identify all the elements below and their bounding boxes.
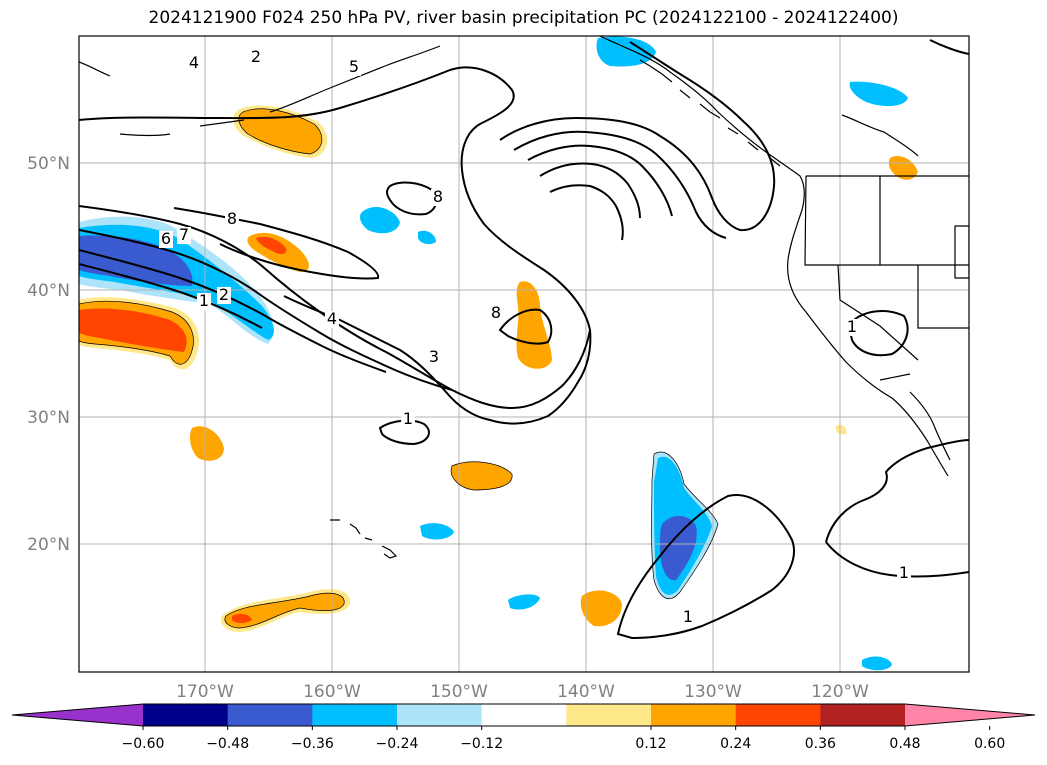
colorbar-segment	[227, 704, 313, 726]
contour-label-bg	[897, 565, 911, 582]
contour-label: 8	[227, 209, 237, 228]
graticule	[79, 36, 969, 672]
contour-label-bg	[197, 293, 211, 310]
colorbar-segment	[651, 704, 737, 726]
positive-anomaly-small-4	[451, 461, 513, 490]
colorbar-segment	[397, 704, 483, 726]
colorbar-segment	[481, 704, 567, 726]
lon-label-160w: 160°W	[303, 682, 361, 702]
contour-label: 2	[251, 47, 261, 66]
colorbar-tick-label: −0.36	[291, 736, 334, 752]
contour-label-bg	[177, 227, 191, 244]
colorbar: −0.60 −0.48 −0.36 −0.24 −0.12 0.12 0.24 0.36 0.4…	[11, 703, 1036, 752]
lon-label-150w: 150°W	[430, 682, 488, 702]
colorbar-segment	[566, 704, 652, 726]
colorbar-tick-label: 0.48	[889, 736, 920, 752]
positive-anomaly-west-core	[79, 308, 187, 352]
colorbar-tick-label: 0.60	[974, 736, 1005, 752]
contour-label: 1	[199, 291, 209, 310]
positive-anomaly-northwest-core	[238, 108, 322, 154]
contour-label: 8	[491, 303, 501, 322]
lon-label-130w: 130°W	[684, 682, 742, 702]
colorbar-tick-label: −0.60	[122, 736, 165, 752]
positive-anomaly-small-6	[835, 424, 847, 435]
colorbar-segment	[312, 704, 398, 726]
contour-label-bg	[225, 211, 239, 228]
contour-label: 6	[161, 229, 171, 248]
lon-label-140w: 140°W	[557, 682, 615, 702]
coastlines	[79, 36, 969, 559]
positive-anomaly-south-core	[232, 613, 252, 623]
contour-label-bg	[427, 349, 441, 366]
lon-label-170w: 170°W	[176, 682, 234, 702]
map-title: 2024121900 F024 250 hPa PV, river basin …	[148, 8, 899, 28]
colorbar-segments	[11, 703, 1036, 727]
shading-outlines	[79, 108, 719, 629]
contour-label: 1	[683, 607, 693, 626]
colorbar-segment	[143, 704, 229, 726]
contour-label: 3	[429, 347, 439, 366]
colorbar-tick-label: 0.24	[720, 736, 751, 752]
colorbar-tick-label: −0.48	[206, 736, 249, 752]
lat-label-50n: 50°N	[27, 154, 70, 174]
contour-label: 5	[349, 57, 359, 76]
contour-label-bg	[249, 49, 263, 66]
positive-anomaly-small-3	[190, 426, 224, 461]
contour-label-bg	[681, 609, 695, 626]
colorbar-segment	[820, 704, 906, 726]
negative-anomaly-south-core	[660, 515, 697, 581]
contour-label-bg	[325, 311, 339, 328]
positive-anomaly-midwest-core	[256, 236, 287, 255]
negative-anomaly-small-7	[862, 656, 892, 671]
contour-label: 7	[179, 225, 189, 244]
colorbar-extend-low	[12, 704, 143, 726]
negative-anomaly-small-1	[360, 207, 400, 234]
lat-label-40n: 40°N	[27, 281, 70, 301]
lon-label-120w: 120°W	[811, 682, 869, 702]
contour-label-bg	[217, 287, 231, 304]
contour-label-bg	[159, 231, 173, 248]
contour-label-bg	[187, 55, 201, 72]
lat-label-20n: 20°N	[27, 535, 70, 555]
colorbar-extend-high	[905, 704, 1035, 726]
contour-label: 8	[433, 187, 443, 206]
colorbar-tick-label: 0.36	[805, 736, 836, 752]
contour-label: 4	[189, 53, 199, 72]
contour-label-bg	[401, 411, 415, 428]
negative-anomaly-small-2	[418, 230, 436, 245]
pv-contours	[79, 39, 969, 640]
colorbar-ticks: −0.60 −0.48 −0.36 −0.24 −0.12 0.12 0.24 0.36 0.4…	[122, 726, 1005, 752]
lat-label-30n: 30°N	[27, 408, 70, 428]
colorbar-tick-label: −0.12	[460, 736, 503, 752]
contour-label: 1	[403, 409, 413, 428]
negative-anomaly-small-6	[508, 594, 540, 610]
colorbar-segment	[735, 704, 821, 726]
contour-label: 1	[847, 317, 857, 336]
contour-label: 4	[327, 309, 337, 328]
contour-label-bg	[431, 189, 445, 206]
negative-anomaly-small-3	[596, 36, 656, 67]
positive-anomaly-small-1	[516, 281, 552, 369]
positive-anomaly-small-5	[580, 590, 622, 627]
positive-anomaly-small-2	[888, 155, 918, 180]
contour-label-bg	[845, 319, 859, 336]
negative-anomaly-small-4	[849, 81, 908, 107]
contour-label-bg	[347, 59, 361, 76]
positive-anomaly-south	[224, 593, 345, 628]
contour-label: 2	[219, 285, 229, 304]
contour-label: 1	[899, 563, 909, 582]
negative-anomaly-small-5	[420, 523, 454, 540]
colorbar-tick-label: −0.24	[376, 736, 419, 752]
colorbar-tick-label: 0.12	[635, 736, 666, 752]
contour-label-bg	[489, 305, 503, 322]
map-frame	[78, 35, 970, 673]
